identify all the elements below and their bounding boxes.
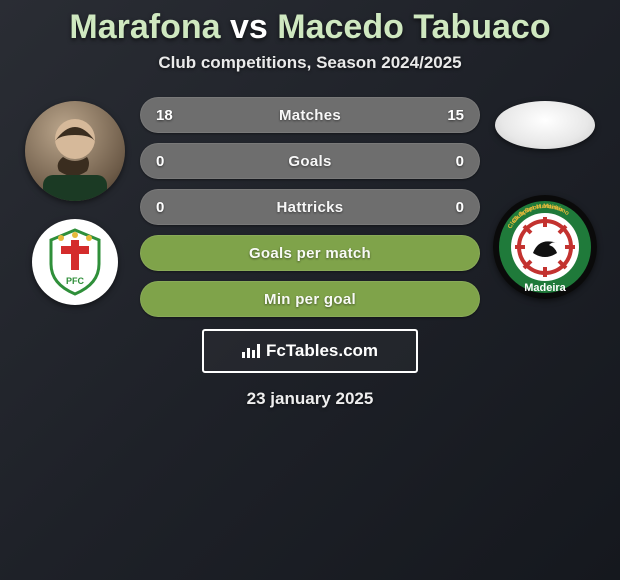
stat-left-value: 0 — [156, 199, 196, 216]
stat-row-goals-per-match: Goals per match — [140, 235, 480, 271]
crest-right-text: Madeira — [524, 282, 566, 294]
bar-chart-icon — [242, 344, 260, 358]
subtitle: Club competitions, Season 2024/2025 — [158, 53, 461, 73]
title-player-left: Marafona — [69, 8, 220, 46]
watermark-badge: FcTables.com — [202, 329, 418, 373]
club-left-badge: PFC — [32, 219, 118, 305]
svg-text:PFC: PFC — [66, 276, 85, 286]
club-right-badge: Madeira Club Sport Marítimo Club Sport M… — [493, 195, 597, 299]
stats-column: 18 Matches 15 0 Goals 0 0 Hattricks 0 Go… — [140, 97, 480, 317]
stat-left-value: 18 — [156, 107, 196, 124]
stat-right-value: 0 — [424, 153, 464, 170]
stat-label: Hattricks — [196, 199, 424, 216]
stat-row-hattricks: 0 Hattricks 0 — [140, 189, 480, 225]
player-left-avatar — [25, 101, 125, 201]
stat-row-min-per-goal: Min per goal — [140, 281, 480, 317]
date-text: 23 january 2025 — [247, 389, 374, 409]
stat-right-value: 0 — [424, 199, 464, 216]
stat-label: Goals per match — [196, 245, 424, 262]
player-right-column: Madeira Club Sport Marítimo Club Sport M… — [490, 97, 600, 299]
player-right-avatar-placeholder — [495, 101, 595, 149]
stat-row-matches: 18 Matches 15 — [140, 97, 480, 133]
comparison-card: Marafona vs Macedo Tabuaco Club competit… — [0, 0, 620, 409]
title-vs: vs — [230, 8, 268, 46]
crest-left-icon: PFC — [39, 226, 111, 298]
avatar-silhouette-icon — [25, 101, 125, 201]
page-title: Marafona vs Macedo Tabuaco — [69, 8, 550, 47]
crest-right-icon: Madeira Club Sport Marítimo Club Sport M… — [497, 199, 593, 295]
stat-label: Min per goal — [196, 291, 424, 308]
stat-right-value: 15 — [424, 107, 464, 124]
stat-left-value: 0 — [156, 153, 196, 170]
main-row: PFC 18 Matches 15 0 Goals 0 0 Hattricks … — [0, 97, 620, 317]
watermark-text: FcTables.com — [266, 341, 378, 361]
stat-row-goals: 0 Goals 0 — [140, 143, 480, 179]
player-left-column: PFC — [20, 97, 130, 305]
stat-label: Goals — [196, 153, 424, 170]
title-player-right: Macedo Tabuaco — [277, 8, 550, 46]
stat-label: Matches — [196, 107, 424, 124]
